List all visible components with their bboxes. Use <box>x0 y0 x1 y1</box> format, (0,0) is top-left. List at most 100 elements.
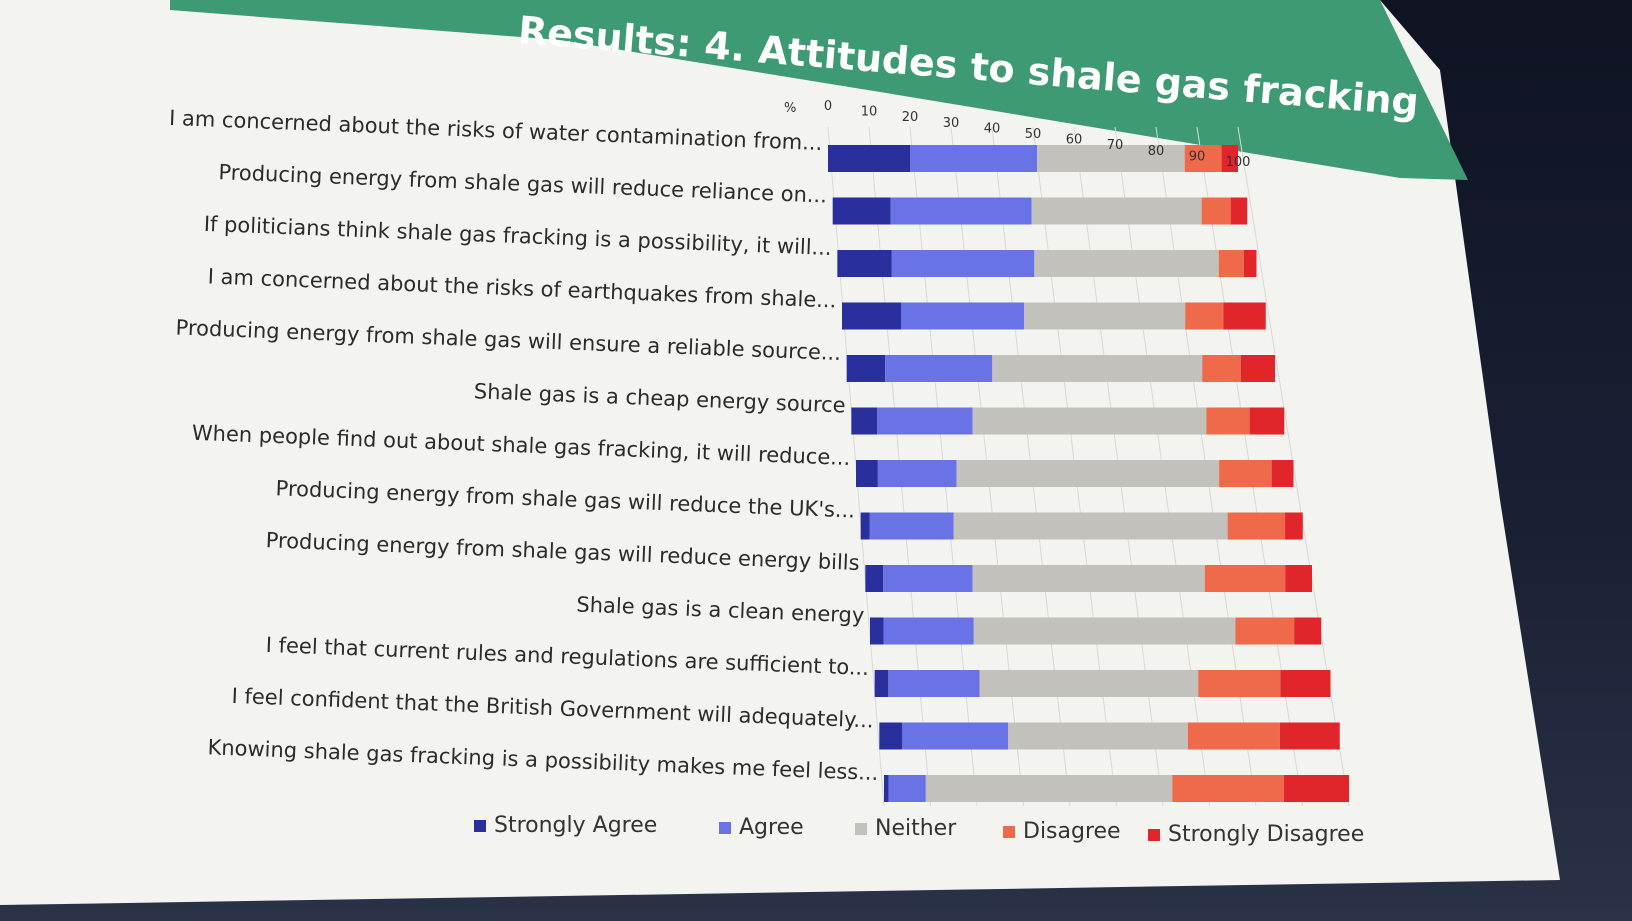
bar-segment-agree <box>902 722 1009 750</box>
chart-bars <box>828 145 1349 802</box>
bar-segment-neither <box>992 355 1203 382</box>
bar-segment-strongly-disagree <box>1243 250 1257 277</box>
legend-label: Strongly Disagree <box>1168 822 1364 847</box>
category-labels: I am concerned about the risks of water … <box>169 106 879 785</box>
category-label: I am concerned about the risks of earthq… <box>207 264 836 312</box>
bar-segment-strongly-agree <box>828 145 910 172</box>
bar-segment-disagree <box>1204 565 1286 592</box>
bar-segment-agree <box>888 670 980 697</box>
bar-segment-agree <box>890 197 1032 225</box>
bar-segment-strongly-disagree <box>1279 722 1340 750</box>
bar-segment-neither <box>1024 302 1186 330</box>
category-label: Knowing shale gas fracking is a possibil… <box>207 735 879 785</box>
category-label: I am concerned about the risks of water … <box>169 106 823 155</box>
bar-segment-strongly-agree <box>870 617 884 645</box>
bar-segment-neither <box>972 407 1207 435</box>
bar-segment-neither <box>953 512 1228 540</box>
bar-segment-strongly-disagree <box>1283 775 1349 802</box>
bar-segment-agree <box>891 250 1035 277</box>
category-label: Shale gas is a cheap energy source <box>473 379 846 417</box>
x-tick-label: 60 <box>1066 133 1083 148</box>
bar-segment-strongly-agree <box>851 407 878 435</box>
bar-segment-strongly-disagree <box>1230 197 1248 225</box>
x-tick-label: 0 <box>824 99 832 114</box>
bar-segment-agree <box>910 145 1038 172</box>
bar-segment-strongly-disagree <box>1271 460 1294 487</box>
bar-segment-disagree <box>1206 407 1250 435</box>
bar-segment-strongly-agree <box>884 775 889 802</box>
bar-segment-disagree <box>1202 355 1241 382</box>
bar-segment-strongly-agree <box>846 355 886 382</box>
bar-segment-neither <box>979 670 1199 697</box>
legend-label: Disagree <box>1023 819 1121 844</box>
bar-segment-disagree <box>1201 197 1231 225</box>
bar-segment-strongly-agree <box>865 565 884 592</box>
bar-segment-agree <box>877 460 957 487</box>
legend-swatch <box>1003 826 1015 838</box>
bar-segment-agree <box>885 355 993 382</box>
x-tick-label: 40 <box>984 121 1001 136</box>
legend-swatch <box>719 822 731 834</box>
bar-segment-strongly-agree <box>874 670 889 697</box>
bar-segment-agree <box>888 775 926 802</box>
category-label: When people find out about shale gas fra… <box>191 421 850 470</box>
bar-segment-neither <box>956 460 1220 487</box>
bar-segment-neither <box>972 565 1205 592</box>
bar-segment-neither <box>1031 197 1202 225</box>
legend-swatch <box>474 820 486 832</box>
bar-segment-disagree <box>1219 460 1272 487</box>
x-tick-label: 10 <box>861 105 878 120</box>
bar-segment-strongly-disagree <box>1223 302 1266 330</box>
category-label: Producing energy from shale gas will red… <box>265 528 860 575</box>
bar-segment-agree <box>877 407 973 435</box>
x-tick-label: 20 <box>902 110 919 125</box>
bar-segment-strongly-agree <box>842 302 902 330</box>
legend-label: Agree <box>739 815 804 840</box>
bar-segment-strongly-disagree <box>1294 617 1322 645</box>
category-label: I feel confident that the British Govern… <box>231 684 874 733</box>
bar-segment-strongly-agree <box>860 512 870 540</box>
category-label: Producing energy from shale gas will ens… <box>175 315 841 365</box>
bar-segment-strongly-agree <box>879 722 903 750</box>
x-tick-label: 30 <box>943 116 960 131</box>
bar-segment-strongly-disagree <box>1280 670 1331 697</box>
category-label: If politicians think shale gas fracking … <box>203 212 832 260</box>
legend-swatch <box>1148 829 1160 841</box>
bar-segment-disagree <box>1218 250 1244 277</box>
x-tick-label: 50 <box>1025 127 1042 142</box>
bar-segment-strongly-disagree <box>1285 565 1312 592</box>
bar-segment-neither <box>925 775 1173 802</box>
bar-segment-neither <box>1037 145 1185 172</box>
bar-segment-neither <box>973 617 1236 645</box>
category-label: Producing energy from shale gas will red… <box>275 476 855 522</box>
x-tick-label: 90 <box>1189 149 1206 164</box>
bar-segment-disagree <box>1227 512 1286 540</box>
bar-segment-neither <box>1034 250 1219 277</box>
bar-segment-agree <box>869 512 954 540</box>
bar-segment-agree <box>883 565 973 592</box>
bar-segment-disagree <box>1235 617 1295 645</box>
bar-segment-strongly-agree <box>832 197 891 225</box>
legend-label: Neither <box>875 816 957 841</box>
axis-unit-label: % <box>784 101 796 116</box>
bar-segment-agree <box>883 617 974 645</box>
bar-segment-strongly-disagree <box>1249 407 1285 435</box>
legend-label: Strongly Agree <box>494 813 657 838</box>
bar-segment-neither <box>1008 722 1188 750</box>
bar-segment-disagree <box>1185 302 1224 330</box>
bar-segment-strongly-disagree <box>1240 355 1275 382</box>
bar-segment-strongly-disagree <box>1221 145 1238 172</box>
bar-segment-strongly-agree <box>837 250 892 277</box>
bar-segment-disagree <box>1184 145 1222 172</box>
bar-segment-disagree <box>1198 670 1281 697</box>
category-label: Shale gas is a clean energy <box>576 592 865 627</box>
chart-legend: Strongly Agree Agree Neither Disagree Strong… <box>474 813 1364 847</box>
x-tick-label: 70 <box>1107 138 1124 153</box>
x-tick-label: 100 <box>1226 155 1251 170</box>
bar-segment-disagree <box>1187 722 1280 750</box>
x-tick-label: 80 <box>1148 144 1165 159</box>
category-label: I feel that current rules and regulation… <box>265 633 869 680</box>
bar-segment-agree <box>901 302 1025 330</box>
bar-segment-disagree <box>1172 775 1284 802</box>
